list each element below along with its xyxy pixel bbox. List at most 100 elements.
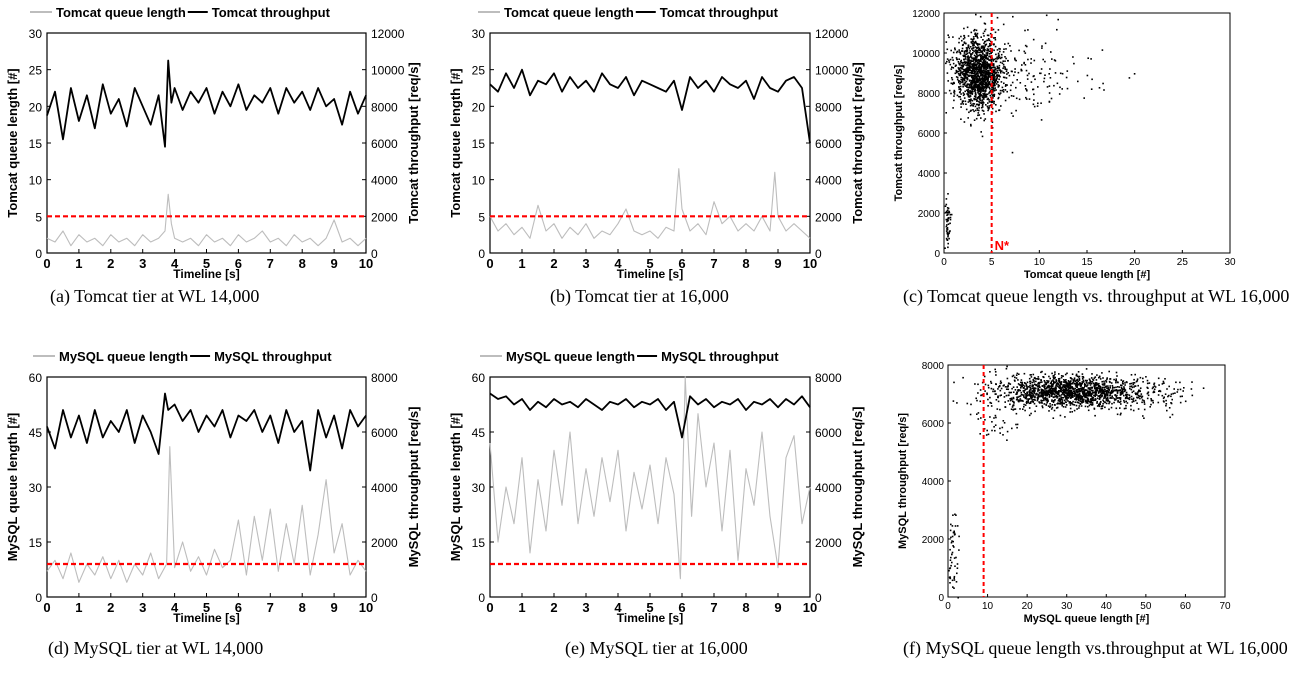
scatter-point [979, 90, 981, 92]
scatter-point [966, 83, 969, 85]
scatter-point [973, 98, 976, 100]
scatter-point [1065, 392, 1067, 394]
scatter-point [1051, 383, 1053, 386]
scatter-point [1066, 372, 1068, 375]
scatter-point [1055, 380, 1058, 382]
scatter-point [980, 51, 983, 53]
scatter-point [976, 34, 978, 37]
scatter-point [1068, 393, 1071, 395]
scatter-point [1015, 412, 1018, 415]
scatter-point [1064, 386, 1067, 389]
x-tick-label: 6 [235, 256, 242, 271]
scatter-point [1068, 389, 1070, 392]
scatter-point [972, 67, 975, 70]
scatter-point [1062, 396, 1065, 399]
scatter-point [1062, 391, 1064, 394]
scatter-point [1071, 402, 1073, 405]
scatter-point [1054, 381, 1057, 384]
scatter-point [1069, 401, 1071, 403]
scatter-point [1060, 396, 1062, 398]
scatter-point [1055, 407, 1058, 409]
scatter-point [988, 86, 990, 89]
scatter-point [1142, 381, 1144, 383]
scatter-point [1132, 390, 1135, 392]
scatter-point [1078, 390, 1081, 393]
scatter-point [945, 211, 947, 214]
scatter-point [988, 81, 990, 83]
scatter-point [1124, 384, 1126, 386]
scatter-point [1023, 50, 1026, 53]
scatter-point [1008, 96, 1010, 99]
scatter-point [955, 71, 958, 74]
scatter-point [1072, 394, 1074, 397]
scatter-point [1010, 398, 1012, 400]
scatter-point [974, 383, 976, 385]
scatter-point [983, 75, 985, 78]
scatter-point [1041, 405, 1044, 407]
scatter-point [1137, 391, 1139, 393]
scatter-point [975, 13, 977, 16]
scatter-point [965, 68, 968, 70]
scatter-point [973, 28, 976, 31]
scatter-point [1070, 392, 1073, 394]
y-tick-label: 15 [472, 137, 486, 151]
scatter-point [973, 119, 976, 121]
scatter-point [1063, 386, 1066, 389]
scatter-point [1056, 395, 1059, 398]
scatter-point [959, 88, 962, 90]
scatter-point [1020, 393, 1023, 396]
scatter-point [1006, 68, 1008, 71]
scatter-point [997, 71, 999, 74]
scatter-point [1064, 385, 1066, 388]
scatter-point [1060, 376, 1063, 379]
scatter-point [972, 44, 974, 47]
scatter-point [971, 40, 974, 43]
scatter-point [947, 213, 949, 216]
scatter-point [993, 74, 996, 77]
scatter-point [970, 91, 973, 93]
scatter-point [973, 62, 975, 64]
scatter-point [967, 66, 970, 69]
scatter-point [1011, 81, 1014, 84]
y2-axis-label: Tomcat throughput [req/s] [406, 62, 421, 224]
scatter-point [958, 88, 960, 91]
legend-label-throughput: Tomcat throughput [660, 5, 779, 20]
scatter-point [1043, 392, 1046, 394]
scatter-point [1045, 14, 1048, 17]
scatter-point [1043, 390, 1046, 393]
scatter-point [1091, 78, 1093, 81]
scatter-point [1010, 84, 1012, 87]
scatter-point [1123, 394, 1125, 397]
scatter-point [1066, 87, 1069, 90]
scatter-point [1068, 395, 1071, 398]
scatter-point [971, 48, 973, 50]
scatter-point [973, 44, 975, 46]
scatter-point [1087, 409, 1090, 412]
scatter-point [966, 402, 969, 405]
scatter-point [1048, 100, 1051, 103]
scatter-point [1065, 395, 1067, 398]
scatter-point [1046, 386, 1049, 389]
scatter-point [967, 117, 969, 119]
scatter-point [966, 61, 968, 63]
scatter-point [992, 388, 995, 391]
scatter-point [1136, 396, 1138, 399]
scatter-point [945, 230, 948, 232]
scatter-point [987, 65, 990, 67]
scatter-point [980, 83, 982, 85]
scatter-point [1049, 405, 1052, 407]
scatter-point [980, 89, 983, 91]
y2-tick-label: 8000 [371, 371, 398, 385]
scatter-point [1098, 376, 1100, 379]
scatter-point [999, 70, 1002, 73]
x-axis-label: Timeline [s] [617, 267, 683, 281]
y2-tick-label: 0 [815, 591, 822, 605]
scatter-point [998, 67, 1001, 69]
scatter-point [1135, 392, 1138, 395]
scatter-point [1050, 97, 1053, 100]
scatter-point [1084, 396, 1086, 399]
scatter-point [954, 565, 956, 567]
scatter-point [981, 87, 983, 90]
scatter-point [995, 89, 997, 91]
scatter-point [1053, 374, 1055, 377]
